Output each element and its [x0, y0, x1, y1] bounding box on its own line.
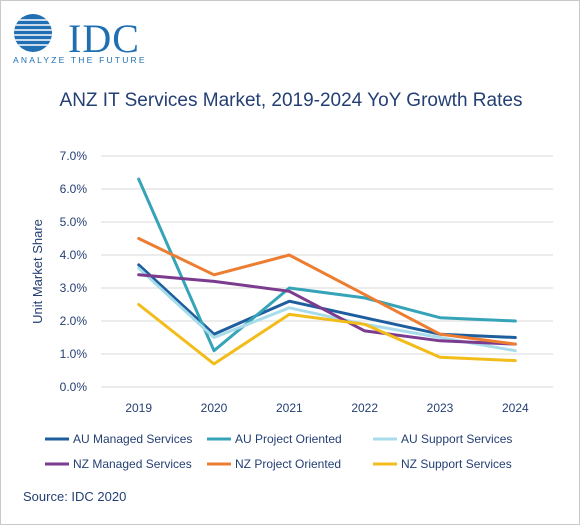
source-note: Source: IDC 2020 [23, 489, 127, 504]
y-tick-label: 5.0% [60, 215, 88, 229]
y-tick-label: 7.0% [60, 149, 88, 163]
line-chart: 0.0% 1.0% 2.0% 3.0% 4.0% 5.0% 6.0% 7.0% Unit Mar… [30, 149, 553, 471]
y-axis-label: Unit Market Share [30, 219, 45, 324]
legend-label: AU Managed Services [73, 432, 192, 446]
chart-title: ANZ IT Services Market, 2019-2024 YoY Gr… [59, 90, 523, 111]
x-tick-label: 2022 [351, 401, 378, 415]
series-line [137, 177, 517, 353]
logo-tagline: ANALYZE THE FUTURE [13, 55, 147, 65]
legend-label: NZ Project Oriented [235, 457, 341, 471]
x-tick-label: 2019 [125, 401, 152, 415]
series-line [137, 273, 517, 346]
idc-globe-icon [14, 14, 52, 52]
series-line [137, 303, 517, 366]
y-tick-label: 6.0% [60, 182, 88, 196]
y-tick-label: 1.0% [60, 347, 88, 361]
x-tick-label: 2024 [502, 401, 529, 415]
legend-label: AU Support Services [401, 432, 512, 446]
legend-label: NZ Managed Services [73, 457, 192, 471]
y-tick-label: 3.0% [60, 281, 88, 295]
x-tick-label: 2023 [427, 401, 454, 415]
y-tick-label: 0.0% [60, 380, 88, 394]
y-tick-label: 2.0% [60, 314, 88, 328]
idc-logo: IDC ANALYZE THE FUTURE [11, 13, 161, 73]
legend-label: NZ Support Services [401, 457, 512, 471]
x-tick-label: 2020 [201, 401, 228, 415]
logo-wordmark: IDC [68, 16, 140, 61]
series-line [137, 266, 517, 353]
y-tick-label: 4.0% [60, 248, 88, 262]
series-line [137, 237, 517, 346]
x-tick-label: 2021 [276, 401, 303, 415]
legend-label: AU Project Oriented [235, 432, 342, 446]
